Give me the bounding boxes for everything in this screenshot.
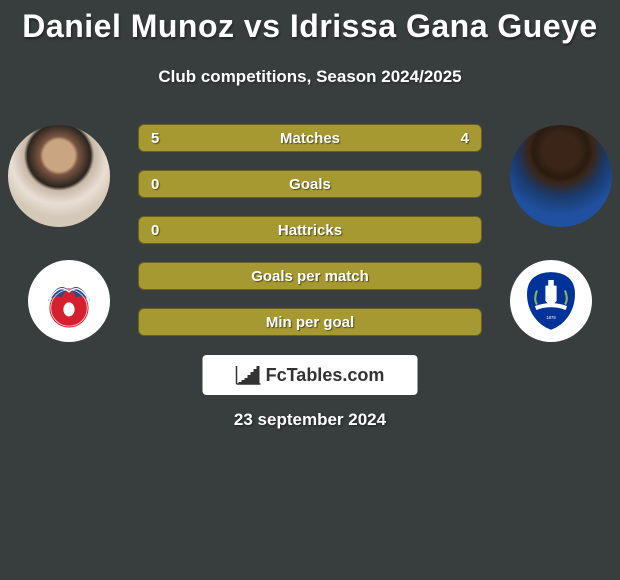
svg-text:1878: 1878 <box>546 315 556 320</box>
stat-row-hattricks: 0 Hattricks <box>138 216 482 244</box>
season-subtitle: Club competitions, Season 2024/2025 <box>0 67 620 87</box>
crystal-palace-crest-icon <box>34 266 104 336</box>
stat-row-matches: 5 Matches 4 <box>138 124 482 152</box>
comparison-title: Daniel Munoz vs Idrissa Gana Gueye <box>0 0 620 45</box>
player-left-avatar <box>8 125 110 227</box>
stat-row-goals-per-match: Goals per match <box>138 262 482 290</box>
date-text: 23 september 2024 <box>0 410 620 430</box>
everton-crest-icon: Everton 1878 <box>516 266 586 336</box>
stat-label: Hattricks <box>139 222 481 239</box>
club-right-badge: Everton 1878 <box>510 260 592 342</box>
stat-row-min-per-goal: Min per goal <box>138 308 482 336</box>
stat-label: Goals <box>139 176 481 193</box>
svg-text:Everton: Everton <box>542 307 560 313</box>
fctables-chart-icon <box>236 365 262 385</box>
stat-row-goals: 0 Goals <box>138 170 482 198</box>
brand-box: FcTables.com <box>203 355 418 395</box>
brand-text: FcTables.com <box>266 365 385 386</box>
player-right-avatar <box>510 125 612 227</box>
stat-label: Matches <box>139 130 481 147</box>
stat-label: Goals per match <box>139 268 481 285</box>
stat-label: Min per goal <box>139 314 481 331</box>
club-left-badge <box>28 260 110 342</box>
stat-rows-container: 5 Matches 4 0 Goals 0 Hattricks Goals pe… <box>138 124 482 354</box>
